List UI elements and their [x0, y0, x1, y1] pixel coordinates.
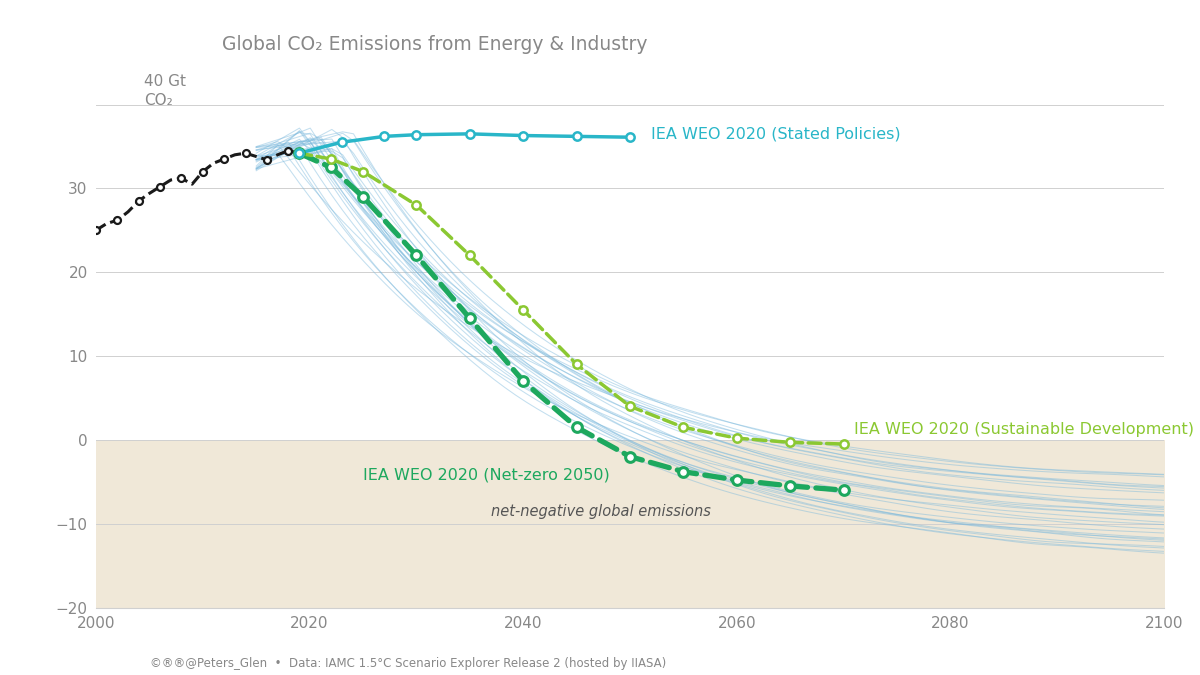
Text: net-negative global emissions: net-negative global emissions — [491, 504, 712, 518]
Text: 40 Gt
CO₂: 40 Gt CO₂ — [144, 74, 186, 108]
Text: Global CO₂ Emissions from Energy & Industry: Global CO₂ Emissions from Energy & Indus… — [222, 35, 648, 54]
Text: IEA WEO 2020 (Sustainable Development): IEA WEO 2020 (Sustainable Development) — [854, 423, 1194, 437]
Text: ©®®@Peters_Glen  •  Data: IAMC 1.5°C Scenario Explorer Release 2 (hosted by IIAS: ©®®@Peters_Glen • Data: IAMC 1.5°C Scena… — [150, 657, 666, 670]
Text: IEA WEO 2020 (Net-zero 2050): IEA WEO 2020 (Net-zero 2050) — [364, 468, 610, 483]
Text: IEA WEO 2020 (Stated Policies): IEA WEO 2020 (Stated Policies) — [652, 126, 901, 141]
